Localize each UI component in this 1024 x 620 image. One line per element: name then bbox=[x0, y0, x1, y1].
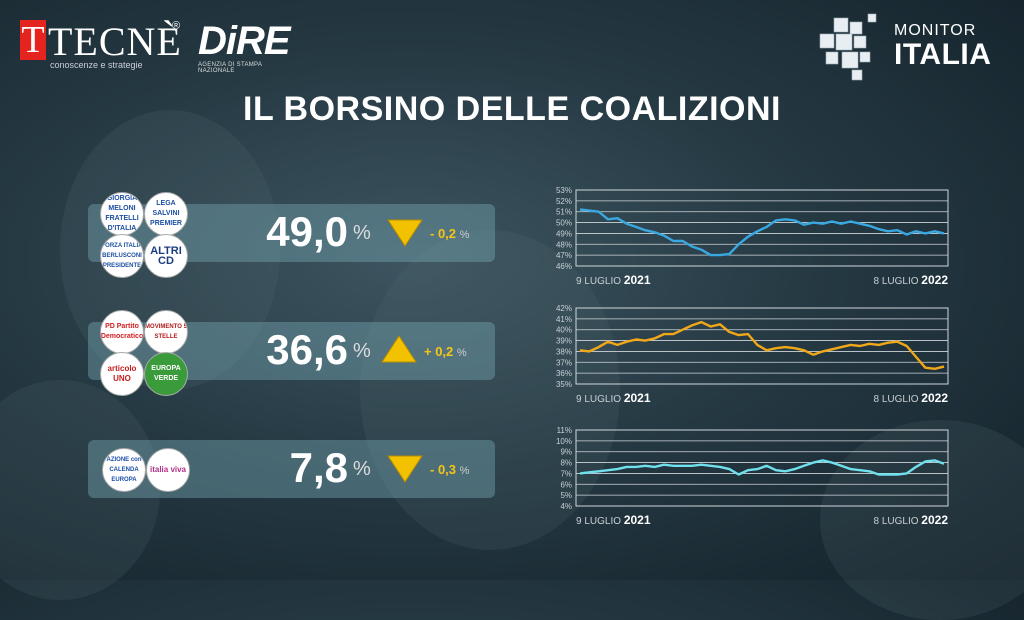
y-tick-label: 41% bbox=[556, 315, 572, 324]
tecne-logo: T TECNÈ ® conoscenze e strategie bbox=[20, 19, 182, 70]
series-line bbox=[579, 320, 945, 371]
party-logo-azione: AZIONE con CALENDA EUROPA bbox=[102, 448, 146, 492]
series-line bbox=[579, 208, 945, 257]
trend-chart-centrodestra: 53% 52% 51% 50% 49% 48% 47% 46% 9 LUGLIO 2021 8 L… bbox=[548, 184, 958, 294]
background-figure bbox=[0, 380, 160, 600]
coalition-row-centrosinistra: PD Partito Democratico MOVIMENTO 5 STELL… bbox=[88, 310, 495, 396]
y-tick-label: 9% bbox=[560, 448, 572, 457]
y-tick-label: 36% bbox=[556, 369, 572, 378]
monitor-italia-logo: MONITOR ITALIA bbox=[812, 12, 1012, 82]
coalition-value: 7,8 bbox=[289, 444, 348, 491]
x-end-label: 8 LUGLIO 2022 bbox=[873, 273, 948, 287]
y-tick-label: 49% bbox=[556, 229, 572, 238]
arrow-down-icon bbox=[387, 455, 423, 483]
y-tick-label: 40% bbox=[556, 326, 572, 335]
x-start-label: 9 LUGLIO 2021 bbox=[576, 391, 651, 405]
coalition-row-terzo-polo: AZIONE con CALENDA EUROPA italia viva 7,… bbox=[88, 440, 495, 498]
y-tick-label: 48% bbox=[556, 240, 572, 249]
monitor-line2: ITALIA bbox=[894, 38, 992, 71]
party-logos: AZIONE con CALENDA EUROPA italia viva bbox=[100, 448, 190, 532]
y-tick-label: 47% bbox=[556, 251, 572, 260]
y-tick-label: 52% bbox=[556, 197, 572, 206]
y-tick-label: 11% bbox=[557, 426, 572, 435]
party-logo-fdi: GIORGIA MELONI FRATELLI D'ITALIA bbox=[100, 192, 144, 236]
y-tick-label: 37% bbox=[556, 358, 572, 367]
monitor-line1: MONITOR bbox=[894, 22, 977, 39]
delta-unit: % bbox=[456, 347, 467, 359]
coalition-delta: - 0,3 % bbox=[430, 462, 469, 477]
party-logo-pd: PD Partito Democratico bbox=[100, 310, 144, 354]
arrow-down-icon bbox=[387, 219, 423, 247]
coalition-unit: % bbox=[353, 222, 371, 244]
y-tick-label: 7% bbox=[560, 469, 572, 478]
delta-value: + 0,2 bbox=[424, 344, 454, 359]
party-logo-altri-cd: ALTRI CD bbox=[144, 234, 188, 278]
x-end-label: 8 LUGLIO 2022 bbox=[873, 391, 948, 405]
y-tick-label: 5% bbox=[560, 491, 572, 500]
party-logo-italia-viva: italia viva bbox=[146, 448, 190, 492]
y-tick-label: 42% bbox=[556, 304, 572, 313]
y-tick-label: 6% bbox=[560, 480, 572, 489]
party-logo-art1: articolo UNO bbox=[100, 352, 144, 396]
y-tick-label: 39% bbox=[556, 337, 572, 346]
delta-value: - 0,2 bbox=[430, 226, 457, 241]
coalition-delta: + 0,2 % bbox=[424, 344, 467, 359]
tecne-brand: TECNÈ bbox=[48, 19, 182, 64]
y-tick-label: 10% bbox=[556, 437, 572, 446]
delta-value: - 0,3 bbox=[430, 462, 457, 477]
y-tick-label: 8% bbox=[560, 459, 572, 468]
chart-svg: 42% 41% 40% 39%38% 37% 36% 35% 9 LUGLIO 2021 8 L… bbox=[556, 304, 949, 405]
chart-svg: 11% 10% 9% 8%7% 6% 5% 4% 9 LUGLIO 2021 8 LUGLIO … bbox=[556, 426, 949, 527]
party-logos: GIORGIA MELONI FRATELLI D'ITALIA LEGA SA… bbox=[100, 192, 190, 278]
party-logos: PD Partito Democratico MOVIMENTO 5 STELL… bbox=[100, 310, 190, 396]
trend-chart-centrosinistra: 42% 41% 40% 39% 38% 37% 36% 35% 9 LUGLIO 2021 8 L… bbox=[548, 302, 958, 412]
party-logo-m5s: MOVIMENTO 5 STELLE bbox=[144, 310, 188, 354]
x-start-label: 9 LUGLIO 2021 bbox=[576, 513, 651, 527]
chart-svg: 53% 52% 51% 50%49% 48% 47% 46% 9 LUGLIO 2021 8 L… bbox=[556, 186, 949, 287]
tecne-tagline: conoscenze e strategie bbox=[50, 60, 143, 70]
delta-unit: % bbox=[459, 229, 470, 241]
dire-tagline: AGENZIA DI STAMPA NAZIONALE bbox=[198, 62, 262, 74]
y-tick-label: 38% bbox=[556, 347, 572, 356]
x-end-label: 8 LUGLIO 2022 bbox=[873, 513, 948, 527]
delta-unit: % bbox=[459, 465, 470, 477]
y-tick-label: 53% bbox=[556, 186, 572, 195]
dire-logo: DiRE AGENZIA DI STAMPA NAZIONALE bbox=[198, 19, 291, 74]
coalition-unit: % bbox=[353, 458, 371, 480]
y-tick-label: 35% bbox=[556, 380, 572, 389]
coalition-value: 36,6 bbox=[266, 326, 348, 373]
coalition-row-centrodestra: GIORGIA MELONI FRATELLI D'ITALIA LEGA SA… bbox=[88, 192, 495, 278]
cubes-icon bbox=[819, 13, 877, 81]
party-logo-fi: FORZA ITALIA BERLUSCONI PRESIDENTE bbox=[100, 234, 144, 278]
coalition-unit: % bbox=[353, 340, 371, 362]
party-logo-lega: LEGA SALVINI PREMIER bbox=[144, 192, 188, 236]
background-figure bbox=[360, 230, 620, 550]
coalition-delta: - 0,2 % bbox=[430, 226, 469, 241]
dire-brand: DiRE bbox=[198, 19, 291, 63]
y-tick-label: 46% bbox=[556, 262, 572, 271]
trend-chart-terzo-polo: 11% 10% 9% 8% 7% 6% 5% 4% 9 LUGLIO 2021 8 LUGLIO … bbox=[548, 424, 958, 534]
coalition-value: 49,0 bbox=[266, 208, 348, 255]
page-title: IL BORSINO DELLE COALIZIONI bbox=[243, 90, 781, 128]
party-logo-europa-verde: EUROPA VERDE bbox=[144, 352, 188, 396]
plot-frame bbox=[575, 307, 949, 385]
arrow-up-icon bbox=[381, 335, 417, 363]
y-tick-label: 50% bbox=[556, 219, 572, 228]
series-line bbox=[579, 459, 945, 476]
x-start-label: 9 LUGLIO 2021 bbox=[576, 273, 651, 287]
y-tick-label: 51% bbox=[556, 208, 572, 217]
y-tick-label: 4% bbox=[560, 502, 572, 511]
